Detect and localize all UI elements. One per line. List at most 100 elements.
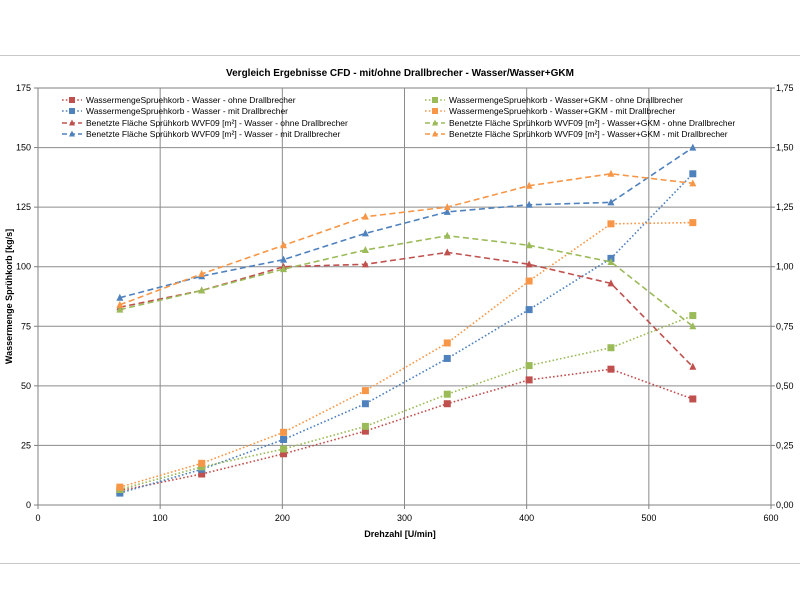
series-8-point: [689, 179, 697, 187]
series-4-point: [116, 293, 124, 301]
y2-tick-label: 0,00: [776, 500, 794, 510]
series-5-point: [443, 390, 451, 398]
legend-label: Benetzte Fläche Sprühkorb WVF09 [m²] - W…: [449, 129, 728, 139]
y-tick-label: 0: [26, 500, 31, 510]
series-7-point: [443, 231, 451, 239]
series-2-point: [525, 306, 533, 314]
series-5-point: [198, 463, 206, 471]
series-7-point: [525, 241, 533, 249]
series-6-point: [689, 219, 697, 227]
series-1-point: [280, 450, 288, 458]
y2-tick-label: 0,25: [776, 440, 794, 450]
series-3-point: [443, 248, 451, 256]
series-line-7: [119, 234, 694, 327]
series-1-point: [607, 365, 615, 373]
series-8-point: [280, 241, 288, 249]
series-5-point: [689, 312, 697, 320]
series-1-point: [198, 470, 206, 478]
legend-label: WassermengeSpruehkorb - Wasser - mit Dra…: [86, 106, 288, 116]
legend-marker: [69, 97, 75, 103]
series-2-point: [280, 435, 288, 443]
legend-marker: [432, 119, 438, 126]
y2-tick-label: 1,50: [776, 143, 794, 153]
series-4-point: [525, 200, 533, 208]
x-axis-label: Drehzahl [U/min]: [364, 529, 436, 539]
y2-tick-label: 0,50: [776, 381, 794, 391]
y2-tick-label: 1,00: [776, 262, 794, 272]
bottom-edge-line: [0, 563, 800, 564]
chart-title: Vergleich Ergebnisse CFD - mit/ohne Dral…: [226, 68, 574, 79]
series-line-6: [119, 221, 693, 488]
series-5-point: [361, 422, 369, 430]
y2-tick-label: 0,75: [776, 321, 794, 331]
x-tick-label: 600: [763, 513, 778, 523]
series-line-4: [119, 146, 694, 299]
legend-label: WassermengeSpruehkorb - Wasser+GKM - mit…: [449, 106, 676, 116]
legend-marker: [69, 130, 75, 137]
series-4-point: [361, 229, 369, 237]
series-6-point: [361, 387, 369, 395]
y-tick-label: 175: [16, 83, 31, 93]
series-line-1: [119, 368, 694, 492]
series-7-point: [116, 305, 124, 313]
y-tick-label: 50: [21, 381, 31, 391]
series-2-point: [116, 489, 124, 497]
y2-tick-label: 1,25: [776, 202, 794, 212]
series-8-point: [607, 169, 615, 177]
y-tick-label: 125: [16, 202, 31, 212]
x-tick-label: 500: [641, 513, 656, 523]
y-axis-label: Wassermenge Sprühkorb [kg/s]: [4, 229, 14, 364]
series-8-point: [443, 203, 451, 211]
series-3-point: [525, 260, 533, 268]
legend-marker: [432, 130, 438, 137]
series-line-8: [119, 172, 693, 306]
legend-label: Benetzte Fläche Sprühkorb WVF09 [m²] - W…: [449, 118, 735, 128]
series-3-point: [607, 279, 615, 287]
series-8-point: [198, 269, 206, 277]
series-6-point: [280, 428, 288, 436]
legend-label: WassermengeSpruehkorb - Wasser+GKM - ohn…: [449, 95, 683, 105]
series-2-point: [361, 400, 369, 408]
x-tick-label: 400: [519, 513, 534, 523]
series-4-point: [443, 207, 451, 215]
legend-label: WassermengeSpruehkorb - Wasser - ohne Dr…: [86, 95, 296, 105]
series-7-point: [198, 286, 206, 294]
series-1-point: [689, 395, 697, 403]
series-3-point: [689, 362, 697, 370]
series-4-point: [607, 198, 615, 206]
series-5-point: [280, 445, 288, 453]
series-4-point: [280, 255, 288, 263]
series-8-point: [116, 300, 124, 308]
y-tick-label: 25: [21, 440, 31, 450]
y-tick-label: 150: [16, 143, 31, 153]
y-tick-label: 100: [16, 262, 31, 272]
series-7-point: [689, 322, 697, 330]
x-tick-label: 200: [275, 513, 290, 523]
y-tick-label: 75: [21, 321, 31, 331]
top-edge-line: [0, 55, 800, 56]
series-6-point: [525, 277, 533, 285]
legend-marker: [69, 119, 75, 126]
x-tick-label: 0: [35, 513, 40, 523]
series-6-point: [198, 459, 206, 467]
x-tick-label: 300: [397, 513, 412, 523]
series-5-point: [525, 362, 533, 370]
y2-tick-label: 1,75: [776, 83, 794, 93]
series-6-point: [607, 220, 615, 228]
series-6-point: [116, 483, 124, 491]
series-7-point: [280, 265, 288, 273]
series-7-point: [607, 257, 615, 265]
series-line-3: [119, 251, 694, 368]
series-8-point: [361, 212, 369, 220]
legend-marker: [432, 108, 438, 114]
series-2-point: [443, 354, 451, 362]
legend-label: Benetzte Fläche Sprühkorb WVF09 [m²] - W…: [86, 118, 348, 128]
legend-marker: [69, 108, 75, 114]
series-1-point: [525, 376, 533, 384]
series-3-point: [361, 260, 369, 268]
legend-label: Benetzte Fläche Sprühkorb WVF09 [m²] - W…: [86, 129, 340, 139]
series-line-2: [119, 173, 694, 494]
series-7-point: [361, 246, 369, 254]
x-tick-label: 100: [153, 513, 168, 523]
